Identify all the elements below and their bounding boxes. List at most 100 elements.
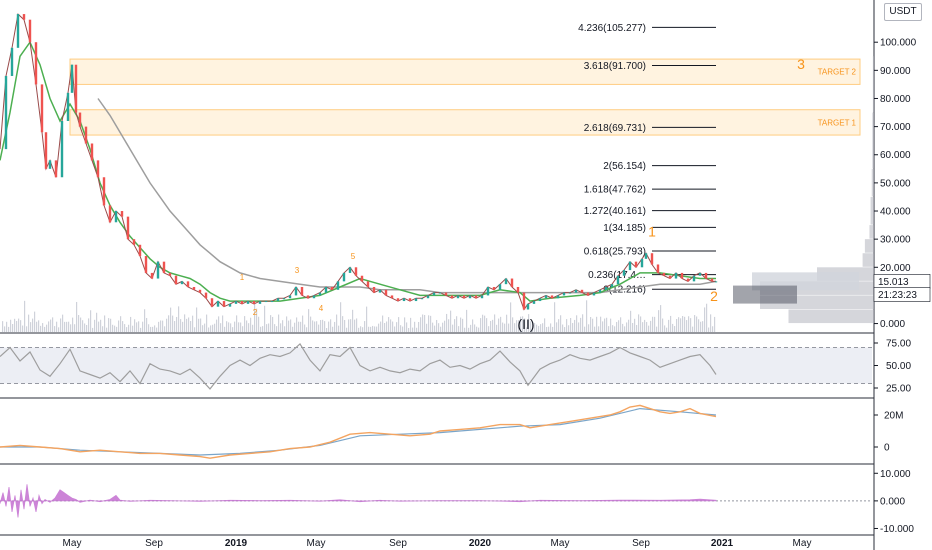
volume-bar bbox=[504, 323, 506, 332]
volume-bar bbox=[342, 316, 344, 332]
volume-bar bbox=[608, 326, 610, 332]
volume-bar bbox=[454, 319, 456, 332]
price-candle bbox=[668, 275, 672, 279]
volume-bar bbox=[228, 322, 230, 332]
wave-label: 1 bbox=[240, 273, 245, 282]
volume-bar bbox=[188, 317, 190, 332]
volume-bar bbox=[500, 316, 502, 332]
volume-bar bbox=[144, 309, 146, 332]
price-candle bbox=[456, 295, 460, 299]
volume-bar bbox=[112, 324, 114, 332]
volume-bar bbox=[160, 320, 162, 332]
y-tick-label: 20M bbox=[884, 411, 903, 422]
price-candle bbox=[120, 211, 124, 217]
volume-bar bbox=[28, 314, 30, 332]
volume-bar bbox=[152, 326, 154, 332]
volume-bar bbox=[660, 305, 662, 332]
volume-bar bbox=[350, 319, 352, 332]
volume-bar bbox=[576, 315, 578, 332]
volume-bar bbox=[310, 316, 312, 332]
volume-bar bbox=[20, 320, 22, 332]
price-candle bbox=[102, 177, 106, 206]
volume-bar bbox=[164, 326, 166, 332]
volume-bar bbox=[414, 321, 416, 332]
price-candle bbox=[486, 286, 490, 296]
volume-bar bbox=[170, 307, 172, 332]
price-candle bbox=[402, 298, 406, 302]
volume-bar bbox=[62, 314, 64, 332]
volume-bar bbox=[220, 323, 222, 332]
volume-bar bbox=[564, 327, 566, 332]
volume-bar bbox=[250, 317, 252, 332]
volume-bar bbox=[88, 318, 90, 332]
wave-label: 2 bbox=[710, 288, 718, 304]
volume-bar bbox=[106, 327, 108, 332]
x-tick-label: May bbox=[793, 538, 812, 549]
volume-bar bbox=[194, 327, 196, 332]
volume-bar bbox=[602, 321, 604, 332]
price-candle bbox=[366, 281, 370, 287]
volume-bar bbox=[176, 316, 178, 332]
volume-bar bbox=[22, 325, 24, 332]
volume-bar bbox=[330, 319, 332, 332]
volume-bar bbox=[260, 326, 262, 332]
volume-bar bbox=[166, 318, 168, 332]
volume-bar bbox=[484, 315, 486, 332]
fib-level-label: 4.236(105.277) bbox=[578, 23, 646, 34]
volume-bar bbox=[582, 314, 584, 332]
volume-bar bbox=[290, 319, 292, 332]
volume-bar bbox=[658, 310, 660, 332]
target-zone bbox=[69, 58, 861, 85]
volume-bar bbox=[640, 316, 642, 332]
volume-bar bbox=[418, 321, 420, 332]
volume-bar bbox=[374, 326, 376, 332]
price-candle bbox=[48, 160, 52, 169]
volume-bar bbox=[226, 321, 228, 332]
volume-bar bbox=[498, 318, 500, 332]
volume-bar bbox=[268, 323, 270, 332]
volume-bar bbox=[672, 323, 674, 332]
price-tag-band bbox=[733, 285, 797, 304]
volume-bar bbox=[272, 316, 274, 332]
price-candle bbox=[132, 239, 136, 245]
volume-bar bbox=[488, 326, 490, 332]
volume-bar bbox=[482, 314, 484, 332]
volume-bar bbox=[318, 324, 320, 332]
price-candle bbox=[426, 295, 430, 299]
volume-bar bbox=[344, 320, 346, 332]
volume-bar bbox=[452, 324, 454, 332]
volume-bar bbox=[518, 320, 520, 332]
price-candle bbox=[468, 295, 472, 299]
price-candle bbox=[180, 281, 184, 285]
volume-bar bbox=[116, 326, 118, 332]
volume-bar bbox=[368, 326, 370, 332]
volume-bar bbox=[700, 321, 702, 332]
volume-bar bbox=[434, 325, 436, 332]
price-candle bbox=[70, 64, 74, 93]
price-candle bbox=[270, 301, 274, 303]
volume-bar bbox=[688, 316, 690, 332]
volume-bar bbox=[44, 326, 46, 332]
volume-bar bbox=[404, 317, 406, 332]
volume-bar bbox=[216, 319, 218, 332]
wave-label: (II) bbox=[517, 316, 534, 332]
currency-button[interactable]: USDT bbox=[884, 3, 922, 21]
volume-bar bbox=[42, 323, 44, 332]
price-candle bbox=[656, 264, 660, 273]
volume-bar bbox=[206, 314, 208, 332]
volume-bar bbox=[468, 327, 470, 332]
price-candle bbox=[698, 272, 702, 276]
price-candle bbox=[204, 292, 208, 299]
volume-bar bbox=[142, 321, 144, 332]
price-candle bbox=[504, 278, 508, 285]
volume-bar bbox=[134, 319, 136, 332]
target-label: TARGET 1 bbox=[818, 118, 857, 127]
fib-level-label: 1(34.185) bbox=[603, 223, 646, 234]
price-candle bbox=[384, 289, 388, 296]
price-candle bbox=[342, 272, 346, 282]
volume-bar bbox=[526, 327, 528, 332]
volume-bar bbox=[464, 327, 466, 332]
volume-bar bbox=[124, 324, 126, 332]
volume-bar bbox=[240, 322, 242, 332]
volume-bar bbox=[218, 316, 220, 332]
